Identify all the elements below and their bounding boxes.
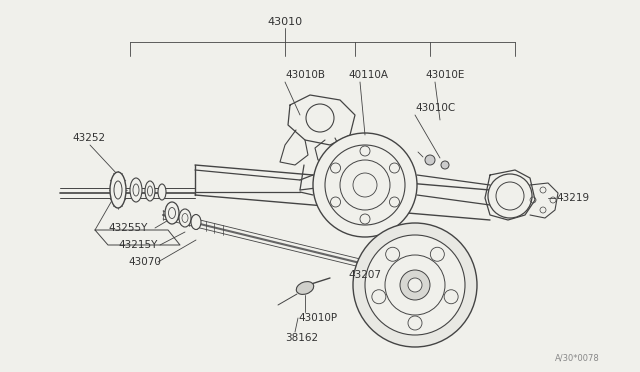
Text: 43010E: 43010E (425, 70, 465, 80)
Ellipse shape (145, 181, 155, 201)
Text: 43010P: 43010P (298, 313, 337, 323)
Ellipse shape (168, 208, 175, 218)
Circle shape (306, 104, 334, 132)
Text: 43219: 43219 (556, 193, 589, 203)
Ellipse shape (296, 282, 314, 294)
Circle shape (372, 290, 386, 304)
Text: 38162: 38162 (285, 333, 318, 343)
Circle shape (488, 174, 532, 218)
Circle shape (430, 247, 444, 261)
Text: 40110A: 40110A (348, 70, 388, 80)
Ellipse shape (179, 209, 191, 227)
Circle shape (441, 161, 449, 169)
Ellipse shape (114, 181, 122, 199)
Text: 43252: 43252 (72, 133, 105, 143)
Circle shape (425, 155, 435, 165)
Text: 43215Y: 43215Y (118, 240, 157, 250)
Ellipse shape (110, 172, 126, 208)
Text: 43010B: 43010B (285, 70, 325, 80)
Ellipse shape (130, 178, 142, 202)
Ellipse shape (158, 184, 166, 200)
Circle shape (400, 270, 430, 300)
Circle shape (313, 133, 417, 237)
Circle shape (390, 197, 399, 207)
Circle shape (330, 197, 340, 207)
Circle shape (360, 214, 370, 224)
Circle shape (360, 146, 370, 156)
Text: 43010: 43010 (268, 17, 303, 27)
Circle shape (353, 223, 477, 347)
Ellipse shape (147, 186, 152, 196)
Circle shape (353, 173, 377, 197)
Circle shape (408, 278, 422, 292)
Circle shape (330, 163, 340, 173)
Ellipse shape (165, 202, 179, 224)
Ellipse shape (133, 184, 139, 196)
Text: A/30*0078: A/30*0078 (556, 353, 600, 362)
Text: 43070: 43070 (128, 257, 161, 267)
Circle shape (444, 290, 458, 304)
Text: 43207: 43207 (348, 270, 381, 280)
Text: 43010C: 43010C (415, 103, 455, 113)
Ellipse shape (191, 215, 201, 230)
Circle shape (408, 316, 422, 330)
Circle shape (390, 163, 399, 173)
Circle shape (386, 247, 399, 261)
Circle shape (365, 235, 465, 335)
Text: 43255Y: 43255Y (108, 223, 147, 233)
